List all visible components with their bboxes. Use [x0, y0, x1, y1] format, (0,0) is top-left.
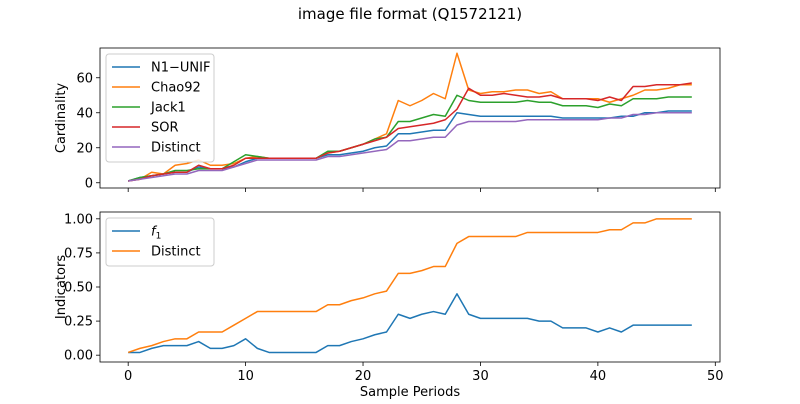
y-tick-label: 0: [85, 176, 93, 191]
y-tick-label: 0.50: [64, 281, 93, 296]
legend-box: [105, 217, 215, 267]
y-tick-label: 1.00: [64, 212, 93, 227]
axes-frame: [99, 211, 721, 363]
legend-label: Distinct: [151, 141, 201, 156]
legend-box: [105, 53, 215, 163]
series-line-sor: [128, 82, 692, 182]
legend-label: Jack1: [150, 101, 186, 116]
bottom-panel-indicators: 0 10 20 30 40 50 0.00 0.25 0.50 0.75 1.00 Indicator…: [54, 211, 724, 400]
x-tick-label: 10: [237, 369, 254, 384]
legend-label: Chao92: [151, 81, 201, 96]
figure-title: image file format (Q1572121): [298, 5, 522, 23]
y-axis-label: Indicators: [54, 255, 69, 319]
x-tick-label: 50: [707, 369, 724, 384]
series-line-f1: [128, 293, 692, 354]
legend-label: Distinct: [151, 245, 201, 260]
y-tick-label: 40: [76, 106, 93, 121]
x-tick-label: 0: [124, 369, 132, 384]
legend-label: SOR: [151, 121, 179, 136]
x-tick-label: 30: [472, 369, 489, 384]
x-tick-label: 40: [590, 369, 607, 384]
y-tick-label: 0.00: [64, 349, 93, 364]
x-tick-label: 20: [355, 369, 372, 384]
axes-frame: [99, 47, 721, 189]
series-line-distinct: [127, 218, 692, 354]
series-line-chao92: [128, 52, 692, 182]
x-axis-label: Sample Periods: [360, 385, 460, 400]
legend-label: N1−UNIF: [151, 61, 210, 76]
legend-label: f1: [151, 225, 161, 242]
series-line-distinct: [128, 112, 692, 182]
top-panel-cardinality: 0 20 40 60 Cardinality N1−UNIF Chao92 Jack1 SOR D…: [54, 47, 721, 192]
y-tick-label: 60: [76, 71, 93, 86]
y-tick-label: 20: [76, 141, 93, 156]
y-axis-label: Cardinality: [54, 83, 69, 154]
y-tick-label: 0.25: [64, 315, 93, 330]
y-tick-label: 0.75: [64, 246, 93, 261]
